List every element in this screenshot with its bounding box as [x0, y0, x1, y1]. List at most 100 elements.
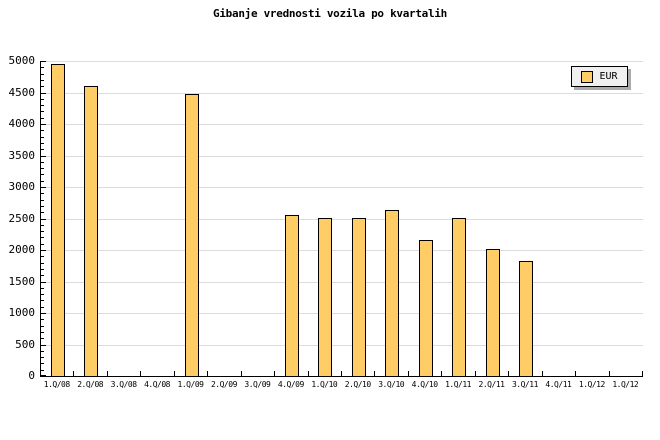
x-axis-label-7: 4.Q/09 — [277, 380, 304, 389]
y-minor-tick-1100 — [41, 307, 44, 308]
bar-2.Q/08 — [84, 86, 98, 376]
x-axis-label-1: 2.Q/08 — [77, 380, 104, 389]
x-axis-label-3: 4.Q/08 — [144, 380, 170, 389]
y-axis-label-2000: 2000 — [8, 243, 36, 256]
x-axis-label-8: 1.Q/10 — [311, 380, 338, 389]
x-tick-6 — [241, 371, 242, 376]
gridline-4500 — [41, 93, 643, 94]
y-minor-tick-3700 — [41, 143, 44, 144]
y-major-tick-4000 — [41, 124, 46, 125]
y-major-tick-1500 — [41, 282, 46, 283]
x-axis-label-4: 1.Q/09 — [177, 380, 204, 389]
x-tick-7 — [274, 371, 275, 376]
x-axis-label-0: 1.Q/08 — [43, 380, 70, 389]
bar-1.Q/10 — [318, 218, 332, 376]
y-minor-tick-3100 — [41, 181, 44, 182]
legend: EUR — [571, 66, 628, 87]
x-axis-label-10: 3.Q/10 — [378, 380, 405, 389]
gridline-500 — [41, 345, 643, 346]
y-minor-tick-3800 — [41, 137, 44, 138]
bar-2.Q/11 — [486, 249, 500, 376]
y-minor-tick-4300 — [41, 105, 44, 106]
y-minor-tick-3300 — [41, 168, 44, 169]
y-minor-tick-700 — [41, 332, 44, 333]
x-tick-1 — [73, 371, 74, 376]
gridline-1000 — [41, 313, 643, 314]
bar-2.Q/10 — [352, 218, 366, 376]
y-axis-label-4500: 4500 — [8, 86, 36, 99]
x-tick-12 — [441, 371, 442, 376]
x-tick-17 — [609, 371, 610, 376]
y-axis-label-2500: 2500 — [8, 212, 36, 225]
x-axis-label-2: 3.Q/08 — [110, 380, 137, 389]
x-axis-label-5: 2.Q/09 — [210, 380, 237, 389]
y-axis-label-1000: 1000 — [8, 306, 36, 319]
plot-area — [40, 61, 643, 377]
y-minor-tick-2600 — [41, 212, 44, 213]
y-minor-tick-3200 — [41, 174, 44, 175]
y-minor-tick-4600 — [41, 86, 44, 87]
bar-1.Q/11 — [452, 218, 466, 376]
y-minor-tick-100 — [41, 370, 44, 371]
gridline-1500 — [41, 282, 643, 283]
chart-title: Gibanje vrednosti vozila po kvartalih — [213, 7, 447, 20]
y-minor-tick-3600 — [41, 149, 44, 150]
bar-3.Q/10 — [385, 210, 399, 376]
bar-3.Q/11 — [519, 261, 533, 376]
y-major-tick-3000 — [41, 187, 46, 188]
bar-1.Q/08 — [51, 64, 65, 376]
x-tick-16 — [575, 371, 576, 376]
x-tick-4 — [174, 371, 175, 376]
x-tick-11 — [408, 371, 409, 376]
legend-label-eur: EUR — [599, 70, 618, 82]
y-minor-tick-600 — [41, 338, 44, 339]
gridline-2000 — [41, 250, 643, 251]
y-axis-label-5000: 5000 — [8, 54, 36, 67]
x-tick-14 — [508, 371, 509, 376]
gridline-2500 — [41, 219, 643, 220]
y-minor-tick-900 — [41, 319, 44, 320]
y-minor-tick-4700 — [41, 80, 44, 81]
y-minor-tick-800 — [41, 326, 44, 327]
x-tick-10 — [374, 371, 375, 376]
y-axis-label-3500: 3500 — [8, 149, 36, 162]
gridline-5000 — [41, 61, 643, 62]
x-tick-3 — [140, 371, 141, 376]
y-major-tick-2500 — [41, 219, 46, 220]
y-minor-tick-4900 — [41, 67, 44, 68]
y-minor-tick-4400 — [41, 99, 44, 100]
x-axis-label-16: 1.Q/12 — [578, 380, 605, 389]
y-minor-tick-1600 — [41, 275, 44, 276]
y-major-tick-2000 — [41, 250, 46, 251]
x-axis-label-13: 2.Q/11 — [478, 380, 505, 389]
gridline-3500 — [41, 156, 643, 157]
y-axis-label-0: 0 — [28, 369, 35, 382]
x-tick-15 — [542, 371, 543, 376]
x-tick-18 — [642, 371, 643, 376]
y-minor-tick-2400 — [41, 225, 44, 226]
y-major-tick-5000 — [41, 61, 46, 62]
y-minor-tick-1900 — [41, 256, 44, 257]
y-major-tick-1000 — [41, 313, 46, 314]
x-axis-label-6: 3.Q/09 — [244, 380, 271, 389]
y-axis-label-1500: 1500 — [8, 275, 36, 288]
y-minor-tick-2900 — [41, 193, 44, 194]
y-minor-tick-400 — [41, 351, 44, 352]
x-axis-label-14: 3.Q/11 — [511, 380, 538, 389]
x-tick-5 — [207, 371, 208, 376]
y-minor-tick-4800 — [41, 74, 44, 75]
bar-4.Q/09 — [285, 215, 299, 376]
y-minor-tick-2100 — [41, 244, 44, 245]
x-tick-8 — [308, 371, 309, 376]
x-tick-9 — [341, 371, 342, 376]
bar-1.Q/09 — [185, 94, 199, 376]
y-major-tick-3500 — [41, 156, 46, 157]
y-axis-label-3000: 3000 — [8, 180, 36, 193]
y-major-tick-500 — [41, 345, 46, 346]
legend-swatch-eur — [581, 70, 594, 83]
y-minor-tick-2800 — [41, 200, 44, 201]
y-minor-tick-2700 — [41, 206, 44, 207]
y-minor-tick-4200 — [41, 111, 44, 112]
x-axis-label-9: 2.Q/10 — [344, 380, 371, 389]
